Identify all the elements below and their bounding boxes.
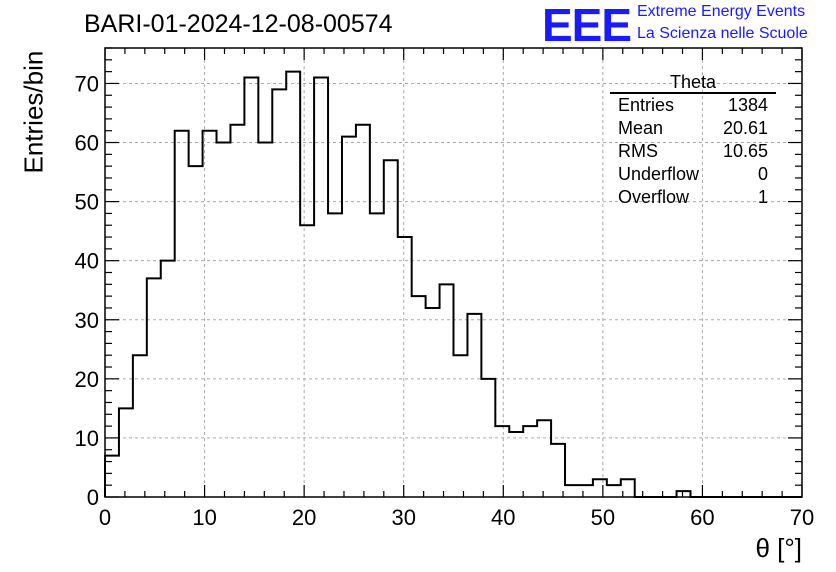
- y-tick-label: 0: [87, 485, 99, 510]
- x-tick-label: 10: [192, 505, 216, 530]
- y-tick-label: 70: [75, 71, 99, 96]
- x-tick-label: 60: [690, 505, 714, 530]
- y-tick-label: 10: [75, 426, 99, 451]
- x-tick-label: 20: [292, 505, 316, 530]
- brand-line-2: La Scienza nelle Scuole: [637, 25, 808, 42]
- stats-row: Overflow 1: [610, 186, 776, 209]
- y-axis-label: Entries/bin: [18, 50, 49, 174]
- stats-value: 1: [757, 187, 768, 207]
- stats-label: Mean: [618, 118, 664, 138]
- stats-row: Entries 1384: [610, 94, 776, 117]
- y-tick-label: 60: [75, 131, 99, 156]
- stats-label: Entries: [618, 95, 675, 115]
- brand-line-1: Extreme Energy Events: [637, 3, 806, 20]
- stats-row: Underflow 0: [610, 163, 776, 186]
- chart-title: BARI-01-2024-12-08-00574: [84, 10, 393, 38]
- y-tick-label: 30: [75, 308, 99, 333]
- stats-label: Underflow: [618, 164, 700, 184]
- y-tick-label: 20: [75, 367, 99, 392]
- y-tick-labels: 0 10 20 30 40 50 60 70: [75, 71, 99, 510]
- axis-ticks: [104, 47, 803, 498]
- grid-lines: [105, 48, 802, 497]
- y-tick-label: 50: [75, 190, 99, 215]
- stats-row: Mean 20.61: [610, 117, 776, 140]
- x-tick-label: 40: [491, 505, 515, 530]
- x-axis-label: θ [°]: [755, 533, 802, 563]
- stats-row: RMS 10.65: [610, 140, 776, 163]
- x-tick-label: 50: [591, 505, 615, 530]
- stats-value: 10.65: [722, 141, 768, 161]
- stats-box: Theta Entries 1384 Mean 20.61 RMS 10.65 …: [610, 72, 776, 209]
- stats-title: Theta: [610, 72, 776, 94]
- eee-logo: EEE: [542, 0, 632, 51]
- x-tick-label: 30: [391, 505, 415, 530]
- x-tick-labels: 0 10 20 30 40 50 60 70: [99, 505, 814, 530]
- x-tick-label: 0: [99, 505, 111, 530]
- y-tick-label: 40: [75, 249, 99, 274]
- stats-value: 20.61: [722, 118, 768, 138]
- stats-value: 0: [757, 164, 768, 184]
- stats-label: RMS: [618, 141, 658, 161]
- histogram-line: [104, 70, 802, 498]
- x-tick-label: 70: [790, 505, 814, 530]
- stats-value: 1384: [727, 95, 768, 115]
- stats-label: Overflow: [618, 187, 690, 207]
